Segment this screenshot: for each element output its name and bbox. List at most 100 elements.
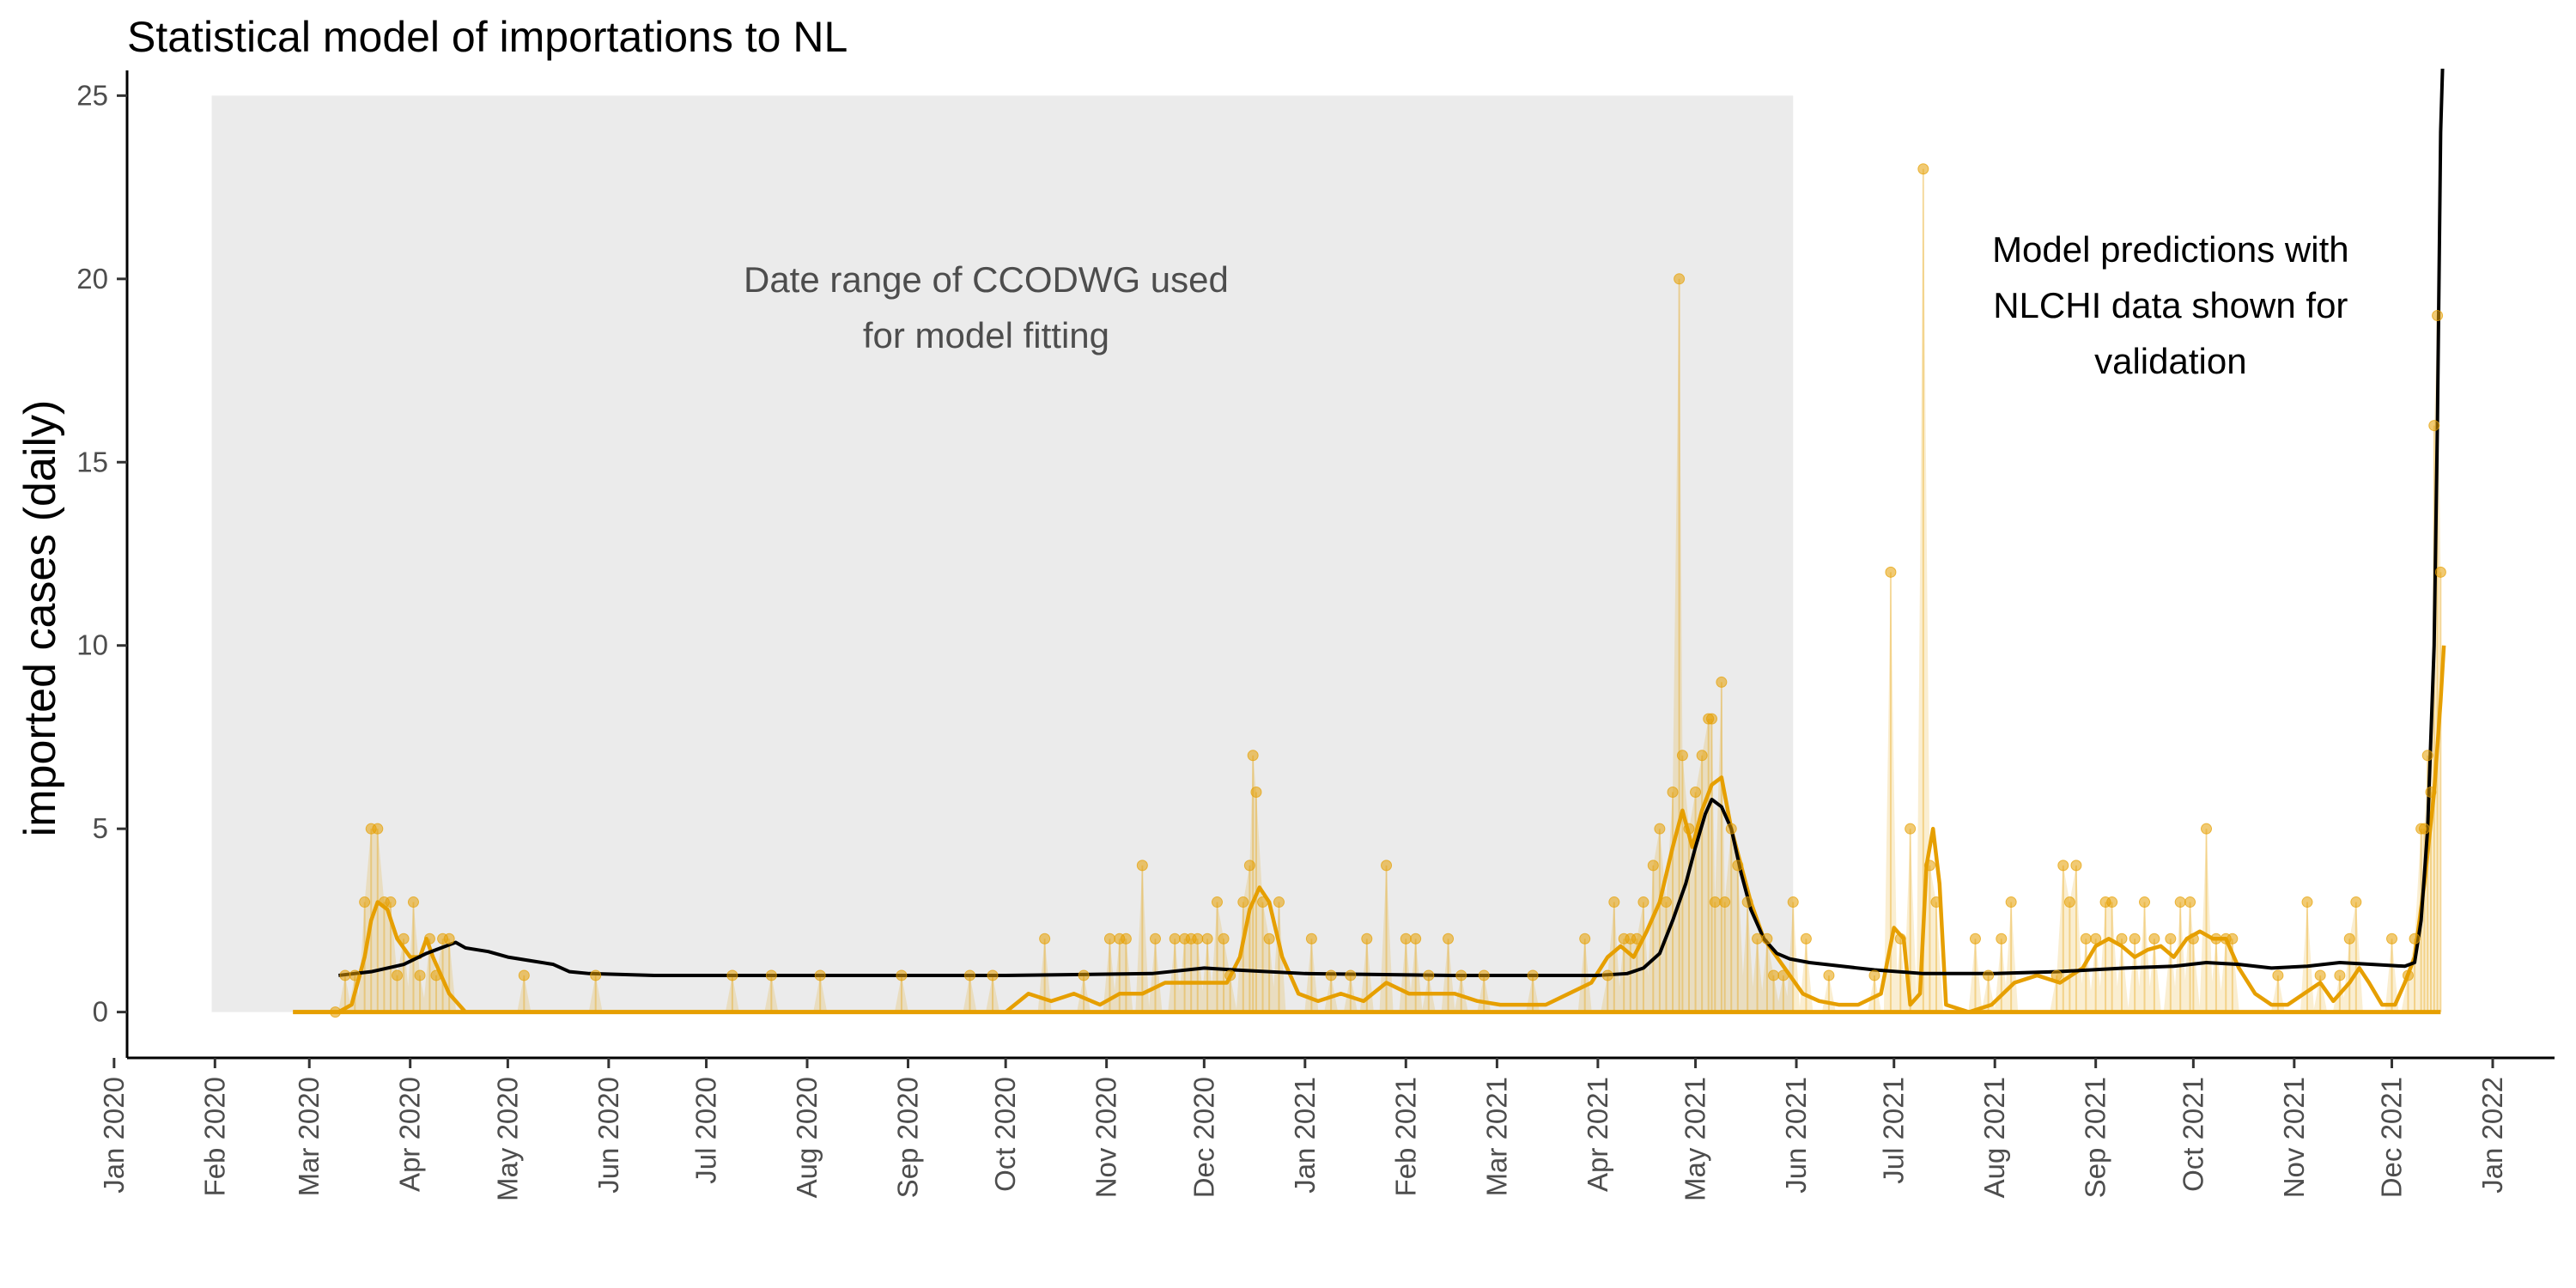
- observed-point: [1905, 823, 1917, 835]
- observed-point: [2272, 969, 2284, 981]
- observed-point: [1667, 786, 1679, 798]
- observed-point: [1201, 933, 1213, 945]
- observed-point: [2402, 969, 2414, 981]
- observed-point: [1725, 823, 1737, 835]
- observed-point: [372, 823, 384, 835]
- observed-point: [1996, 933, 2008, 945]
- observed-point: [2301, 896, 2313, 908]
- observed-point: [1969, 933, 1981, 945]
- observed-point: [1683, 823, 1695, 835]
- x-tick-label: Jul 2021: [1878, 1077, 1910, 1184]
- observed-point: [1752, 933, 1764, 945]
- observed-point: [1455, 969, 1467, 981]
- observed-point: [1800, 933, 1812, 945]
- fitting-period-label-line: Date range of CCODWG used: [744, 259, 1229, 300]
- fitting-period-label: Date range of CCODWG used for model fitti…: [744, 259, 1229, 355]
- observed-point: [1601, 969, 1613, 981]
- y-tick-label: 25: [76, 79, 108, 111]
- observed-point: [1478, 969, 1490, 981]
- observed-point: [1768, 969, 1780, 981]
- y-ticks: 0 5 10 15 20 25: [76, 79, 127, 1028]
- observed-point: [1243, 860, 1255, 872]
- observed-point: [2386, 933, 2398, 945]
- observed-point: [1325, 969, 1337, 981]
- observed-point: [330, 1006, 342, 1018]
- observed-point: [1654, 823, 1666, 835]
- x-tick-label: Mar 2021: [1480, 1077, 1512, 1196]
- observed-point: [1923, 860, 1935, 872]
- x-tick-label: Apr 2021: [1582, 1077, 1613, 1192]
- observed-point: [1423, 969, 1435, 981]
- observed-point: [392, 969, 404, 981]
- observed-point: [2116, 933, 2128, 945]
- x-tick-label: Jun 2021: [1780, 1077, 1812, 1194]
- observed-point: [1211, 896, 1223, 908]
- observed-point: [1443, 933, 1455, 945]
- observed-point: [1741, 896, 1753, 908]
- observed-point: [2201, 823, 2213, 835]
- observed-point: [1410, 933, 1422, 945]
- observed-point: [2057, 860, 2069, 872]
- observed-points: [330, 163, 2446, 1018]
- observed-point: [1608, 896, 1620, 908]
- fitting-period-band: [211, 95, 1794, 1012]
- observed-point: [2432, 309, 2444, 321]
- observed-point: [2350, 896, 2362, 908]
- x-tick-label: Dec 2020: [1188, 1077, 1219, 1198]
- observed-point: [2187, 933, 2199, 945]
- observed-point: [1224, 969, 1236, 981]
- observed-point: [2070, 860, 2082, 872]
- observed-point: [1120, 933, 1132, 945]
- fitting-period-label-line: for model fitting: [863, 315, 1109, 355]
- observed-point: [1273, 896, 1285, 908]
- observed-point: [987, 969, 999, 981]
- y-tick-label: 5: [93, 812, 108, 844]
- x-tick-label: Nov 2020: [1091, 1077, 1122, 1198]
- x-tick-label: Dec 2021: [2376, 1077, 2408, 1198]
- observed-point: [1218, 933, 1230, 945]
- observed-point: [1103, 933, 1115, 945]
- observed-point: [1885, 566, 1897, 578]
- x-tick-label: Oct 2021: [2177, 1077, 2208, 1192]
- observed-point: [518, 969, 530, 981]
- observed-point: [2129, 933, 2141, 945]
- observed-point: [1706, 713, 1718, 725]
- observed-point: [1930, 896, 1942, 908]
- observed-point: [2343, 933, 2355, 945]
- observed-point: [414, 969, 426, 981]
- observed-point: [2106, 896, 2118, 908]
- prediction-label: Model predictions with NLCHI data shown f…: [1992, 229, 2349, 381]
- observed-point: [2425, 786, 2437, 798]
- x-tick-label: May 2020: [491, 1077, 523, 1201]
- y-tick-label: 20: [76, 263, 108, 295]
- observed-point: [814, 969, 826, 981]
- x-tick-label: Jan 2020: [98, 1077, 130, 1194]
- observed-point: [1787, 896, 1799, 908]
- x-tick-label: Jun 2020: [592, 1077, 624, 1194]
- observed-point: [1149, 933, 1161, 945]
- y-tick-label: 15: [76, 446, 108, 477]
- observed-point: [1237, 896, 1249, 908]
- x-ticks: Jan 2020 Feb 2020 Mar 2020 Apr 2020 May 2020…: [98, 1058, 2508, 1201]
- model-prediction-line: [338, 69, 2445, 977]
- observed-point: [2418, 823, 2430, 835]
- observed-point: [2184, 896, 2196, 908]
- observed-point: [1732, 860, 1744, 872]
- observed-point: [2148, 933, 2160, 945]
- observed-point: [2139, 896, 2151, 908]
- x-tick-label: Sep 2021: [2080, 1077, 2111, 1198]
- x-tick-label: Oct 2020: [989, 1077, 1021, 1192]
- observed-point: [1716, 676, 1728, 688]
- observed-point: [1696, 750, 1708, 762]
- observed-point: [1894, 933, 1906, 945]
- observed-point: [1136, 860, 1148, 872]
- observed-point: [1761, 933, 1773, 945]
- observed-point: [443, 933, 455, 945]
- x-tick-label: Feb 2020: [198, 1077, 230, 1196]
- plot-area: Date range of CCODWG used for model fitti…: [76, 69, 2555, 1201]
- observed-point: [1983, 969, 1995, 981]
- observed-point: [1527, 969, 1539, 981]
- observed-point: [896, 969, 908, 981]
- x-tick-label: Aug 2020: [791, 1077, 823, 1198]
